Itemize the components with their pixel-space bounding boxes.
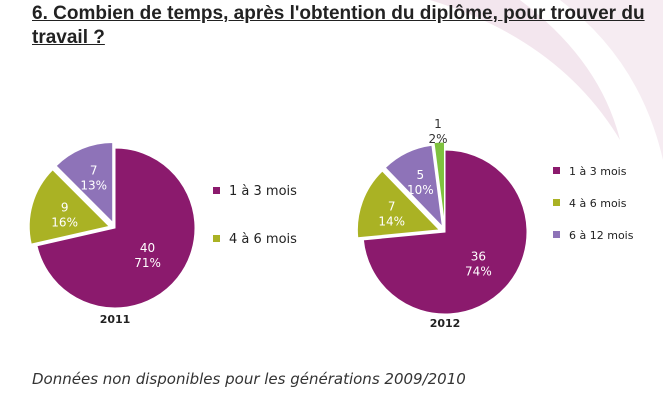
legend-label: 4 à 6 mois <box>569 197 627 210</box>
legend-swatch <box>553 167 560 174</box>
pie-slice <box>362 149 528 315</box>
legend-label: 1 à 3 mois <box>569 165 627 178</box>
pie-slice <box>28 169 111 245</box>
page-title: 6. Combien de temps, après l'obtention d… <box>32 3 645 48</box>
slice-count-label: 1 <box>434 117 442 131</box>
slice-percent-label: 14% <box>378 214 405 228</box>
slice-percent-label: 71% <box>134 256 161 270</box>
legend-swatch <box>213 235 220 242</box>
slice-percent-label: 10% <box>407 183 434 197</box>
pie-slice <box>384 144 444 229</box>
slice-percent-label: 16% <box>51 215 78 229</box>
legend-label: 1 à 3 mois <box>229 184 297 199</box>
slice-percent-label: 13% <box>80 179 107 193</box>
pie-slice <box>55 141 114 224</box>
pie-slice <box>356 170 441 239</box>
slice-count-label: 7 <box>388 199 396 213</box>
slice-percent-label: 74% <box>465 264 492 278</box>
legend-swatch <box>553 199 560 206</box>
year-label: 2011 <box>100 313 131 326</box>
slice-percent-label: 2% <box>428 132 447 146</box>
slice-count-label: 5 <box>417 168 425 182</box>
pie-slice <box>36 147 196 309</box>
slice-count-label: 36 <box>471 249 486 263</box>
footnote: Données non disponibles pour les générat… <box>32 370 466 388</box>
slice-count-label: 9 <box>61 200 69 214</box>
legend-swatch <box>213 187 220 194</box>
legend-swatch <box>553 231 560 238</box>
legend-label: 4 à 6 mois <box>229 232 297 247</box>
slice-count-label: 7 <box>90 164 98 178</box>
slice-count-label: 40 <box>140 241 155 255</box>
pie-slice <box>433 141 445 225</box>
year-label: 2012 <box>430 317 461 330</box>
legend-label: 6 à 12 mois <box>569 229 634 242</box>
